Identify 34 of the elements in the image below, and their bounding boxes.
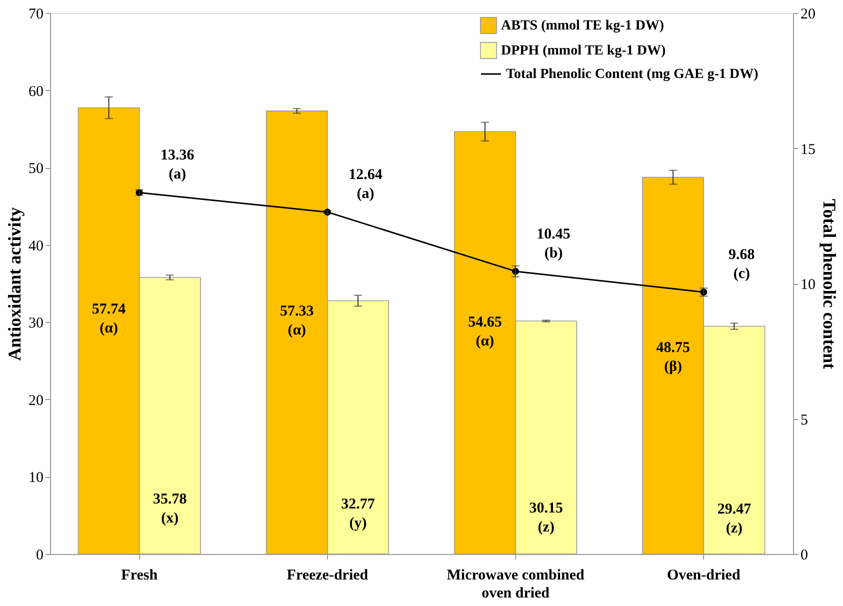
data-label: 9.68 (c) <box>728 247 755 282</box>
data-label: 10.45 (b) <box>536 226 570 262</box>
y-tick-label: 70 <box>28 6 44 22</box>
y-tick-label: 30 <box>28 316 44 332</box>
y2-tick-label: 15 <box>800 142 816 158</box>
y-tick-label: 20 <box>28 392 44 409</box>
y2-axis-title: Total phenolic content <box>820 198 840 370</box>
legend-label: ABTS (mmol TE kg-1 DW) <box>501 18 664 34</box>
data-label: 57.33 (α) <box>280 303 314 338</box>
data-label: 54.65 (α) <box>468 314 502 350</box>
x-tick-label: Microwave combined oven dried <box>446 568 586 602</box>
data-label: 48.75 (β) <box>656 340 690 375</box>
data-label: 13.36 (a) <box>160 148 195 183</box>
legend-label: Total Phenolic Content (mg GAE g-1 DW) <box>506 67 759 82</box>
y-tick-label: 50 <box>28 161 44 178</box>
data-label: 57.74 (α) <box>92 302 126 337</box>
data-label: 30.15 (z) <box>529 500 563 536</box>
data-label: 32.77 (y) <box>341 496 376 532</box>
data-label: 12.64 (a) <box>348 167 383 202</box>
x-tick-label: Oven-dried <box>666 568 741 584</box>
y-tick-label: 40 <box>28 238 44 254</box>
y2-tick-label: 5 <box>800 412 808 428</box>
x-tick-label: Freeze-dried <box>286 568 369 584</box>
y-tick-label: 0 <box>36 548 44 564</box>
y-tick-label: 10 <box>28 470 44 486</box>
y-axis-title: Antioxidant activity <box>4 207 24 361</box>
y-tick-label: 60 <box>28 84 44 100</box>
y2-tick-label: 10 <box>800 277 816 293</box>
data-label: 29.47 (z) <box>717 501 752 536</box>
data-label: 35.78 (x) <box>153 492 187 527</box>
legend-label: DPPH (mmol TE kg-1 DW) <box>501 44 666 58</box>
y2-tick-label: 0 <box>800 548 808 564</box>
y2-tick-label: 20 <box>800 6 816 22</box>
x-tick-label: Fresh <box>121 568 158 584</box>
